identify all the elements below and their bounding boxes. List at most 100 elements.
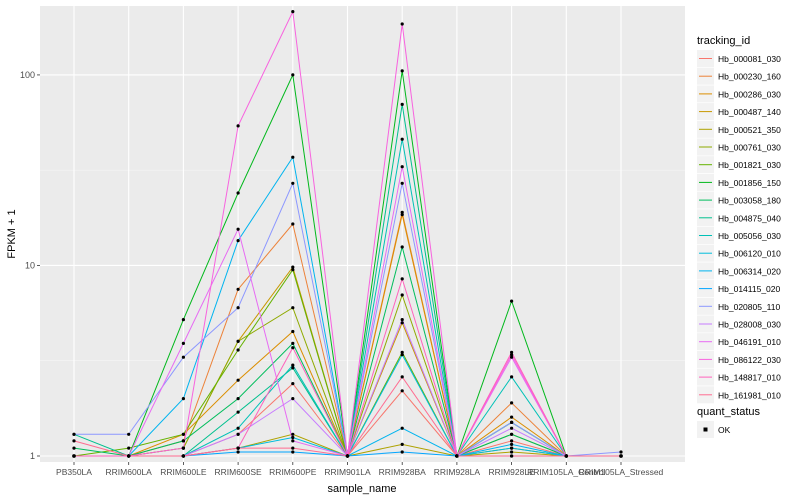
legend-label: Hb_028008_030 <box>718 320 781 330</box>
data-point <box>291 155 295 159</box>
legend-label: Hb_000081_030 <box>718 54 781 64</box>
data-points <box>72 10 623 458</box>
data-point <box>400 389 404 393</box>
data-point <box>400 213 404 217</box>
data-point <box>291 435 295 440</box>
data-point <box>236 191 240 195</box>
legend-label: Hb_001821_030 <box>718 160 781 170</box>
x-tick-label: RRIM928LA <box>434 467 481 477</box>
data-point <box>236 432 240 436</box>
data-point <box>291 222 295 226</box>
data-point <box>291 306 295 310</box>
data-point <box>510 375 514 379</box>
x-axis-title: sample_name <box>327 483 396 495</box>
data-point <box>564 454 568 458</box>
data-point <box>510 446 514 450</box>
data-point <box>400 350 404 354</box>
data-point <box>291 439 295 443</box>
legend-label: Hb_005056_030 <box>718 231 781 241</box>
data-point <box>619 454 623 458</box>
data-point <box>236 378 240 382</box>
data-point <box>400 450 404 454</box>
quant-status-legend: quant_status OK <box>697 406 760 438</box>
data-point <box>236 339 240 343</box>
data-point <box>400 69 404 73</box>
data-point <box>400 375 404 379</box>
x-tick-label: RRIM105LA_Control <box>527 467 606 477</box>
x-tick-label: RRIM600LA <box>106 467 153 477</box>
data-point <box>400 353 404 357</box>
data-point <box>510 426 514 430</box>
legend-label: Hb_000487_140 <box>718 107 781 117</box>
data-point <box>236 124 240 128</box>
data-point <box>236 410 240 414</box>
data-point <box>181 446 185 450</box>
legend-label: Hb_161981_010 <box>718 390 781 400</box>
data-point <box>72 432 76 436</box>
data-point <box>291 397 295 401</box>
data-point <box>619 450 623 454</box>
tracking-id-legend: tracking_id Hb_000081_030 Hb_000230_160 Hb… <box>697 35 781 404</box>
data-point <box>510 415 514 419</box>
data-point <box>72 454 76 458</box>
data-point <box>400 318 404 322</box>
data-point <box>236 348 240 352</box>
data-point <box>236 239 240 243</box>
shape-legend-title: quant_status <box>697 406 760 418</box>
data-point <box>400 277 404 281</box>
data-point <box>510 355 514 359</box>
data-point <box>291 382 295 386</box>
data-point <box>291 181 295 185</box>
data-point <box>72 439 76 443</box>
data-point <box>400 181 404 185</box>
data-point <box>291 346 295 350</box>
data-point <box>510 353 514 357</box>
y-tick-label: 1 <box>30 451 35 461</box>
data-point <box>400 165 404 169</box>
data-point <box>400 245 404 249</box>
data-point <box>400 293 404 297</box>
data-point <box>510 442 514 446</box>
data-point <box>400 321 404 325</box>
legend-label: Hb_001856_150 <box>718 178 781 188</box>
data-point <box>236 446 240 450</box>
x-tick-label: RRIM105LA_Stressed <box>579 467 664 477</box>
data-point <box>236 287 240 291</box>
x-tick-label: RRIM928LE <box>488 467 535 477</box>
legend-label: Hb_006120_010 <box>718 249 781 259</box>
x-axis-ticks: PB350LA RRIM600LA RRIM600LE RRIM600SE RRIM60… <box>56 462 664 477</box>
data-point <box>236 426 240 430</box>
x-tick-label: RRIM901LA <box>324 467 371 477</box>
shape-legend-square <box>703 427 708 432</box>
legend-label: Hb_004875_040 <box>718 213 781 223</box>
data-point <box>455 454 459 458</box>
data-point <box>510 350 514 354</box>
data-point <box>291 446 295 450</box>
legend-label: Hb_086122_030 <box>718 355 781 365</box>
data-point <box>291 10 295 14</box>
data-point <box>127 446 131 450</box>
y-tick-label: 10 <box>25 260 35 270</box>
data-point <box>291 268 295 272</box>
legend-label: Hb_000286_030 <box>718 89 781 99</box>
data-point <box>510 450 514 454</box>
data-point <box>510 454 514 458</box>
data-point <box>345 454 350 458</box>
data-point <box>181 432 185 436</box>
data-point <box>291 432 295 436</box>
data-point <box>127 454 131 458</box>
data-point <box>400 102 404 106</box>
data-point <box>181 397 185 401</box>
plot-panel <box>40 6 685 462</box>
data-point <box>291 341 295 345</box>
data-point <box>181 341 185 345</box>
x-tick-label: PB350LA <box>56 467 92 477</box>
data-point <box>291 450 295 454</box>
data-point <box>181 355 185 359</box>
data-point <box>291 363 295 367</box>
data-point <box>510 420 514 424</box>
data-point <box>400 426 404 430</box>
data-point <box>181 439 185 443</box>
x-tick-label: RRIM600SE <box>214 467 262 477</box>
